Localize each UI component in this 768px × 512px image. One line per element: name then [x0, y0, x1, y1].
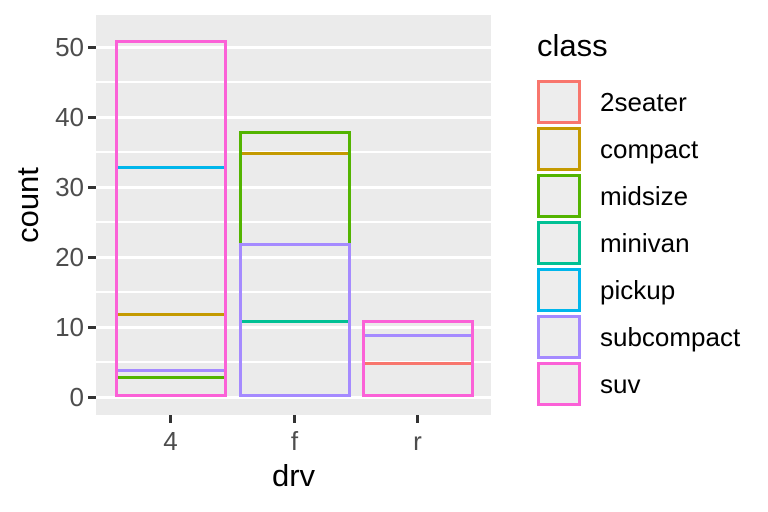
legend-item-compact: compact	[537, 127, 765, 171]
legend-label-2seater: 2seater	[600, 86, 687, 117]
x-tick-mark-r	[416, 415, 419, 423]
x-tick-label-f: f	[290, 426, 299, 456]
y-axis-title: count	[10, 167, 45, 243]
y-tick-label-30: 30	[55, 172, 84, 202]
legend-key-suv	[537, 362, 581, 406]
y-tick-label-10: 10	[55, 312, 84, 342]
gridline-major-10	[96, 325, 491, 329]
y-tick-mark-50	[88, 45, 96, 49]
gridline-major-0	[96, 395, 491, 399]
y-tick-mark-0	[88, 395, 96, 399]
legend-label-midsize: midsize	[600, 180, 689, 211]
y-tick-mark-10	[88, 325, 96, 329]
y-tick-mark-20	[88, 255, 96, 259]
gridline-minor-5	[96, 361, 491, 363]
legend-label-subcompact: subcompact	[600, 321, 741, 352]
legend-item-pickup: pickup	[537, 268, 765, 312]
legend-key-subcompact	[537, 315, 581, 359]
legend-key-minivan	[537, 221, 581, 265]
bar-suv-r	[361, 320, 474, 397]
gridline-major-40	[96, 115, 491, 119]
legend-item-subcompact: subcompact	[537, 315, 765, 359]
gridline-minor-45	[96, 81, 491, 83]
y-tick-label-20: 20	[55, 242, 84, 272]
legend-item-2seater: 2seater	[537, 80, 765, 124]
legend-item-midsize: midsize	[537, 174, 765, 218]
legend-key-2seater	[537, 80, 581, 124]
y-tick-label-0: 0	[69, 382, 84, 412]
legend-label-minivan: minivan	[600, 227, 690, 258]
gridline-major-50	[96, 45, 491, 49]
y-tick-mark-30	[88, 185, 96, 189]
gridline-major-30	[96, 185, 491, 189]
gridline-minor-25	[96, 221, 491, 223]
legend-label-pickup: pickup	[600, 274, 676, 305]
legend-key-midsize	[537, 174, 581, 218]
x-axis-title: drv	[271, 458, 316, 493]
legend-key-pickup	[537, 268, 581, 312]
gridline-minor-15	[96, 291, 491, 293]
legend-key-compact	[537, 127, 581, 171]
x-tick-label-r: r	[413, 426, 422, 456]
x-tick-mark-4	[169, 415, 172, 423]
bar-suv-4	[114, 40, 227, 397]
legend-title: class	[537, 28, 608, 63]
legend-item-minivan: minivan	[537, 221, 765, 265]
legend-item-suv: suv	[537, 362, 765, 406]
bar-subcompact-f	[238, 243, 351, 397]
legend-label-suv: suv	[600, 368, 641, 399]
gridline-major-20	[96, 255, 491, 259]
legend: class 2seater compact midsize minivan pickup…	[537, 28, 765, 409]
y-tick-mark-40	[88, 115, 96, 119]
y-tick-label-50: 50	[55, 32, 84, 62]
x-tick-label-4: 4	[163, 426, 178, 456]
x-tick-mark-f	[293, 415, 296, 423]
legend-items: 2seater compact midsize minivan pickup subcom…	[537, 80, 765, 406]
plot-panel	[96, 15, 491, 415]
legend-label-compact: compact	[600, 133, 699, 164]
y-tick-label-40: 40	[55, 102, 84, 132]
